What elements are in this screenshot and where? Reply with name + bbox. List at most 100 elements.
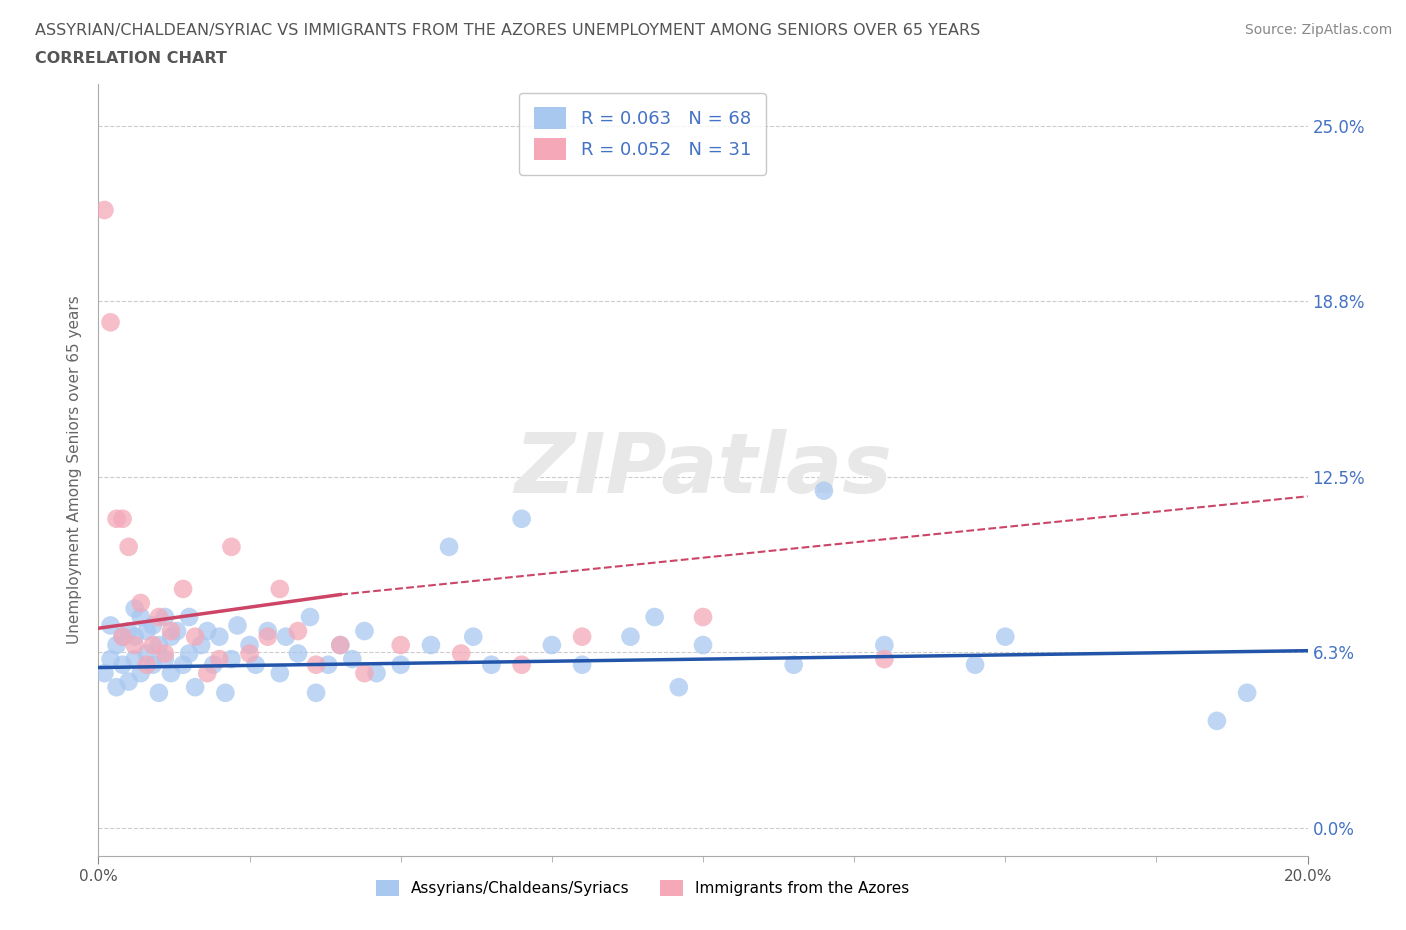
Point [692,609,714,624]
Y-axis label: Unemployment Among Seniors over 65 years: Unemployment Among Seniors over 65 years [67,296,83,644]
Point [160,624,183,639]
Point [571,630,593,644]
Point [329,638,352,653]
Point [153,646,176,661]
Point [111,630,134,644]
Point [287,646,309,661]
Point [510,512,533,526]
Point [142,638,165,653]
Point [142,658,165,672]
Point [269,666,291,681]
Point [153,652,176,667]
Point [214,685,236,700]
Point [1206,713,1229,728]
Point [342,652,364,667]
Point [353,666,375,681]
Point [135,658,157,672]
Point [93,666,115,681]
Point [135,624,157,639]
Point [366,666,388,681]
Point [510,658,533,672]
Text: Source: ZipAtlas.com: Source: ZipAtlas.com [1244,23,1392,37]
Point [179,646,201,661]
Point [184,680,207,695]
Point [124,652,146,667]
Point [287,624,309,639]
Point [221,539,243,554]
Point [965,658,987,672]
Point [105,680,128,695]
Point [221,652,243,667]
Point [437,539,460,554]
Point [305,658,328,672]
Point [118,624,141,639]
Point [450,646,472,661]
Point [105,512,128,526]
Legend: Assyrians/Chaldeans/Syriacs, Immigrants from the Azores: Assyrians/Chaldeans/Syriacs, Immigrants … [370,874,915,902]
Point [226,618,249,633]
Point [93,203,115,218]
Point [540,638,562,653]
Point [124,638,146,653]
Point [148,638,170,653]
Point [994,630,1017,644]
Point [111,630,134,644]
Point [239,638,262,653]
Point [481,658,503,672]
Point [160,630,183,644]
Point [208,630,231,644]
Point [813,484,835,498]
Point [111,658,134,672]
Point [256,624,278,639]
Point [184,630,207,644]
Point [389,638,412,653]
Point [873,638,896,653]
Point [353,624,375,639]
Point [316,658,339,672]
Point [692,638,714,653]
Point [172,658,194,672]
Point [142,618,165,633]
Point [105,638,128,653]
Text: ZIPatlas: ZIPatlas [515,429,891,511]
Point [124,630,146,644]
Point [135,646,157,661]
Point [100,618,122,633]
Point [153,609,176,624]
Point [571,658,593,672]
Point [190,638,212,653]
Point [111,512,134,526]
Point [644,609,666,624]
Point [873,652,896,667]
Point [166,624,188,639]
Point [118,674,141,689]
Point [245,658,267,672]
Point [668,680,690,695]
Point [783,658,806,672]
Point [256,630,278,644]
Point [389,658,412,672]
Point [269,581,291,596]
Point [420,638,443,653]
Point [160,666,183,681]
Text: ASSYRIAN/CHALDEAN/SYRIAC VS IMMIGRANTS FROM THE AZORES UNEMPLOYMENT AMONG SENIOR: ASSYRIAN/CHALDEAN/SYRIAC VS IMMIGRANTS F… [35,23,980,38]
Point [129,595,152,610]
Point [148,609,170,624]
Point [274,630,297,644]
Point [129,609,152,624]
Point [148,685,170,700]
Point [179,609,201,624]
Point [195,624,218,639]
Point [208,652,231,667]
Point [195,666,218,681]
Point [463,630,485,644]
Point [202,658,225,672]
Text: CORRELATION CHART: CORRELATION CHART [35,51,226,66]
Point [329,638,352,653]
Point [1236,685,1258,700]
Point [124,601,146,616]
Point [129,666,152,681]
Point [100,315,122,330]
Point [118,539,141,554]
Point [100,652,122,667]
